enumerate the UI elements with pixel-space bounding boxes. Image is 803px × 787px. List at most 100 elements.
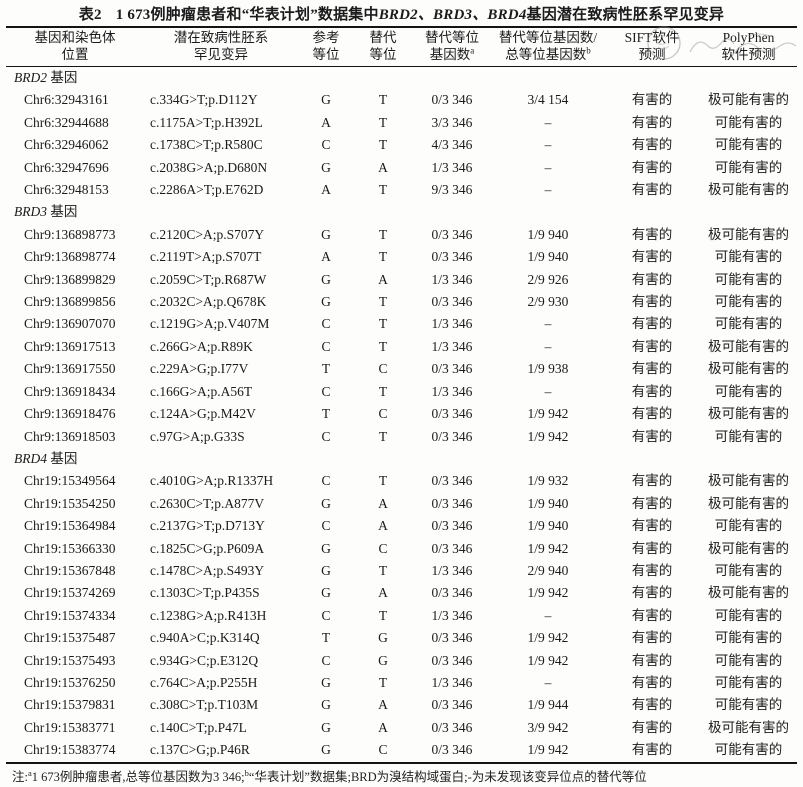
position-cell: Chr19:15379831: [24, 697, 116, 713]
variant-cell: c.140C>T;p.P47L: [150, 719, 247, 735]
table-footnote: 注:a1 673例肿瘤患者,总等位基因数为3 346;b“华表计划”数据集;BR…: [12, 767, 647, 784]
position-cell: Chr19:15383774: [24, 742, 116, 758]
alt-allele-cell: A: [378, 697, 388, 713]
polyphen-cell: 可能有害的: [714, 159, 783, 175]
table-title: 表2 1 673例肿瘤患者和“华表计划”数据集中BRD2、BRD3、BRD4基因潜…: [0, 0, 803, 26]
polyphen-cell: 可能有害的: [714, 383, 783, 399]
alt-allele-cell: T: [378, 607, 388, 623]
section-header-BRD3: BRD3 基因: [14, 204, 78, 220]
table-row: Chr19:15349564 c.4010G>A;p.R1337H C T 0/3 34…: [6, 470, 797, 492]
variant-cell: c.2286A>T;p.E762D: [150, 182, 264, 198]
table-row: Chr19:15376250 c.764C>A;p.P255H G T 1/3 346 –…: [6, 672, 797, 694]
alt-allele-cell: A: [378, 271, 388, 287]
sift-cell: 有害的: [631, 562, 673, 578]
alt-count-cell: 0/3 346: [431, 652, 473, 668]
polyphen-cell: 极可能有害的: [708, 92, 789, 108]
polyphen-cell: 可能有害的: [714, 271, 783, 287]
position-cell: Chr9:136917513: [24, 338, 116, 354]
table-row: Chr19:15354250 c.2630C>T;p.A877V G A 0/3 346…: [6, 493, 797, 515]
alt-allele-cell: T: [378, 562, 388, 578]
table-body: BRD2 基因 Chr6:32943161 c.334G>T;p.D112Y G T 0/…: [6, 67, 797, 763]
alt-total-count-cell: 1/9 942: [527, 540, 569, 556]
alt-total-count-cell: –: [544, 182, 552, 198]
alt-total-count-cell: 1/9 940: [527, 249, 569, 265]
table-row: Chr19:15375493 c.934G>C;p.E312Q C G 0/3 346 1…: [6, 650, 797, 672]
polyphen-cell: 极可能有害的: [708, 585, 789, 601]
alt-count-cell: 0/3 346: [431, 226, 473, 242]
polyphen-cell: 可能有害的: [714, 697, 783, 713]
polyphen-cell: 可能有害的: [714, 428, 783, 444]
sift-cell: 有害的: [631, 114, 673, 130]
alt-allele-cell: T: [378, 182, 388, 198]
variant-cell: c.1175A>T;p.H392L: [150, 114, 263, 130]
polyphen-cell: 可能有害的: [714, 137, 783, 153]
position-cell: Chr6:32944688: [24, 114, 109, 130]
alt-allele-cell: C: [378, 406, 388, 422]
polyphen-cell: 可能有害的: [714, 630, 783, 646]
alt-total-count-cell: 1/9 940: [527, 495, 569, 511]
table-row: Chr9:136898773 c.2120C>A;p.S707Y G T 0/3 346…: [6, 224, 797, 246]
ref-allele-cell: T: [321, 406, 331, 422]
table-row: Chr19:15367848 c.1478C>A;p.S493Y G T 1/3 346…: [6, 560, 797, 582]
sift-cell: 有害的: [631, 271, 673, 287]
table-row: Chr6:32947696 c.2038G>A;p.D680N G A 1/3 346 –…: [6, 157, 797, 179]
ref-allele-cell: G: [321, 271, 331, 287]
alt-count-cell: 0/3 346: [431, 361, 473, 377]
table-row: Chr9:136918434 c.166G>A;p.A56T C T 1/3 346 – 有…: [6, 381, 797, 403]
ref-allele-cell: G: [321, 674, 331, 690]
alt-total-count-cell: –: [544, 114, 552, 130]
position-cell: Chr19:15383771: [24, 719, 116, 735]
variant-cell: c.308C>T;p.T103M: [150, 697, 259, 713]
sift-cell: 有害的: [631, 585, 673, 601]
table-row: Chr9:136918476 c.124A>G;p.M42V T C 0/3 346 1/…: [6, 403, 797, 425]
position-cell: Chr9:136918434: [24, 383, 116, 399]
alt-allele-cell: T: [378, 674, 388, 690]
sift-cell: 有害的: [631, 630, 673, 646]
polyphen-cell: 可能有害的: [714, 518, 783, 534]
polyphen-cell: 极可能有害的: [708, 182, 789, 198]
variant-cell: c.1478C>A;p.S493Y: [150, 562, 265, 578]
table-row: Chr19:15366330 c.1825C>G;p.P609A G C 0/3 346…: [6, 538, 797, 560]
sift-cell: 有害的: [631, 338, 673, 354]
table-row: Chr19:15374334 c.1238G>A;p.R413H C T 1/3 346…: [6, 605, 797, 627]
col-header-1: 基因和染色体 位置: [6, 27, 144, 67]
alt-allele-cell: G: [378, 630, 388, 646]
alt-allele-cell: T: [378, 428, 388, 444]
ref-allele-cell: G: [321, 742, 331, 758]
sift-cell: 有害的: [631, 495, 673, 511]
alt-total-count-cell: 1/9 940: [527, 226, 569, 242]
sift-cell: 有害的: [631, 540, 673, 556]
ref-allele-cell: G: [321, 585, 331, 601]
alt-total-count-cell: 1/9 942: [527, 585, 569, 601]
ref-allele-cell: A: [321, 114, 331, 130]
table-row: Chr19:15364984 c.2137G>T;p.D713Y C A 0/3 346…: [6, 515, 797, 537]
polyphen-cell: 可能有害的: [714, 114, 783, 130]
alt-allele-cell: G: [378, 652, 388, 668]
variant-cell: c.2120C>A;p.S707Y: [150, 226, 265, 242]
variant-cell: c.334G>T;p.D112Y: [150, 92, 258, 108]
position-cell: Chr9:136898774: [24, 249, 116, 265]
col-header-8: PolyPhen 软件预测: [700, 27, 797, 67]
table-title-text: 1 673例肿瘤患者和“华表计划”数据集中BRD2、BRD3、BRD4基因潜在致…: [115, 7, 725, 23]
alt-total-count-cell: 3/4 154: [527, 92, 569, 108]
ref-allele-cell: C: [321, 428, 331, 444]
variant-cell: c.1238G>A;p.R413H: [150, 607, 267, 623]
variant-cell: c.137C>G;p.P46R: [150, 742, 250, 758]
table-row: Chr9:136918503 c.97G>A;p.G33S C T 0/3 346 1/9…: [6, 426, 797, 448]
alt-count-cell: 0/3 346: [431, 585, 473, 601]
polyphen-cell: 极可能有害的: [708, 495, 789, 511]
ref-allele-cell: G: [321, 226, 331, 242]
alt-total-count-cell: –: [544, 137, 552, 153]
variant-cell: c.97G>A;p.G33S: [150, 428, 245, 444]
alt-allele-cell: C: [378, 540, 388, 556]
polyphen-cell: 可能有害的: [714, 562, 783, 578]
position-cell: Chr9:136918476: [24, 406, 116, 422]
alt-count-cell: 1/3 346: [431, 316, 473, 332]
sift-cell: 有害的: [631, 383, 673, 399]
sift-cell: 有害的: [631, 607, 673, 623]
variant-cell: c.934G>C;p.E312Q: [150, 652, 259, 668]
variant-cell: c.2630C>T;p.A877V: [150, 495, 265, 511]
table-row: Chr6:32943161 c.334G>T;p.D112Y G T 0/3 346 3/…: [6, 89, 797, 111]
alt-count-cell: 0/3 346: [431, 406, 473, 422]
alt-total-count-cell: 1/9 942: [527, 630, 569, 646]
